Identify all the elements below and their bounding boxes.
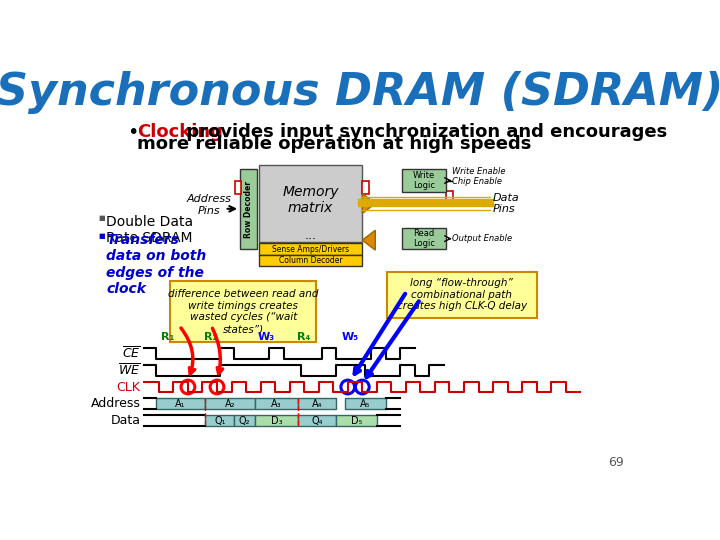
Text: W₅: W₅ [342, 332, 359, 342]
FancyBboxPatch shape [402, 228, 446, 249]
Text: Memory
matrix: Memory matrix [282, 185, 339, 215]
Text: $\overline{WE}$: $\overline{WE}$ [118, 362, 140, 378]
Text: Column Decoder: Column Decoder [279, 256, 343, 265]
Text: Synchronous DRAM (SDRAM): Synchronous DRAM (SDRAM) [0, 71, 720, 114]
Text: 69: 69 [608, 456, 624, 469]
Text: A₂: A₂ [225, 399, 235, 409]
Text: Read
Logic: Read Logic [413, 229, 435, 248]
Text: ■: ■ [99, 215, 105, 221]
Text: difference between read and
write timings creates
wasted cycles (“wait
states”): difference between read and write timing… [168, 289, 319, 334]
Text: ...: ... [305, 229, 317, 242]
FancyBboxPatch shape [298, 415, 336, 426]
FancyBboxPatch shape [255, 399, 298, 409]
Text: W₃: W₃ [258, 332, 275, 342]
Text: Q₄: Q₄ [312, 416, 323, 426]
Text: R₂: R₂ [204, 332, 218, 342]
Text: ■: ■ [99, 233, 105, 239]
Text: Clocking: Clocking [137, 123, 222, 141]
Text: Data: Data [110, 414, 140, 427]
FancyBboxPatch shape [446, 191, 454, 204]
Text: Write
Logic: Write Logic [413, 171, 436, 190]
Text: •: • [127, 123, 138, 142]
Text: D₅: D₅ [351, 416, 362, 426]
FancyBboxPatch shape [298, 399, 336, 409]
FancyBboxPatch shape [171, 281, 316, 342]
Text: Address: Address [91, 397, 140, 410]
Text: Output Enable: Output Enable [451, 234, 512, 243]
FancyBboxPatch shape [205, 399, 255, 409]
FancyBboxPatch shape [259, 255, 362, 266]
Text: Sense Amps/Drivers: Sense Amps/Drivers [272, 245, 349, 254]
FancyBboxPatch shape [336, 415, 377, 426]
Text: long “flow-through”
combinational path
creates high CLK-Q delay: long “flow-through” combinational path c… [397, 278, 527, 312]
Text: Q₂: Q₂ [239, 416, 251, 426]
FancyBboxPatch shape [235, 415, 255, 426]
Text: D₃: D₃ [271, 416, 282, 426]
FancyBboxPatch shape [387, 272, 536, 318]
Text: Write Enable
Chip Enable: Write Enable Chip Enable [451, 167, 505, 186]
FancyBboxPatch shape [255, 415, 298, 426]
FancyBboxPatch shape [235, 181, 241, 193]
Text: A₁: A₁ [176, 399, 186, 409]
Text: provides input synchronization and encourages: provides input synchronization and encou… [180, 123, 667, 141]
Text: R₁: R₁ [161, 332, 174, 342]
FancyBboxPatch shape [402, 169, 446, 192]
Text: A₃: A₃ [271, 399, 282, 409]
Text: more reliable operation at high speeds: more reliable operation at high speeds [137, 134, 531, 153]
Text: $\overline{CE}$: $\overline{CE}$ [122, 346, 140, 361]
Text: Q₁: Q₁ [214, 416, 225, 426]
FancyBboxPatch shape [259, 165, 362, 242]
Text: CLK: CLK [117, 381, 140, 394]
Polygon shape [362, 193, 375, 213]
FancyBboxPatch shape [362, 181, 369, 193]
Text: Address
Pins: Address Pins [186, 194, 231, 216]
FancyBboxPatch shape [259, 243, 362, 255]
FancyBboxPatch shape [345, 399, 385, 409]
FancyBboxPatch shape [156, 399, 205, 409]
Text: Double Data
Rate SDRAM: Double Data Rate SDRAM [106, 215, 193, 245]
Polygon shape [362, 230, 375, 250]
Text: A₅: A₅ [360, 399, 370, 409]
Text: Data
Pins: Data Pins [493, 193, 520, 214]
Text: Transfers
data on both
edges of the
clock: Transfers data on both edges of the cloc… [106, 233, 207, 296]
Text: Row Decoder: Row Decoder [244, 181, 253, 238]
FancyBboxPatch shape [240, 169, 257, 249]
Text: R₄: R₄ [297, 332, 311, 342]
Text: A₄: A₄ [312, 399, 323, 409]
FancyBboxPatch shape [205, 415, 235, 426]
